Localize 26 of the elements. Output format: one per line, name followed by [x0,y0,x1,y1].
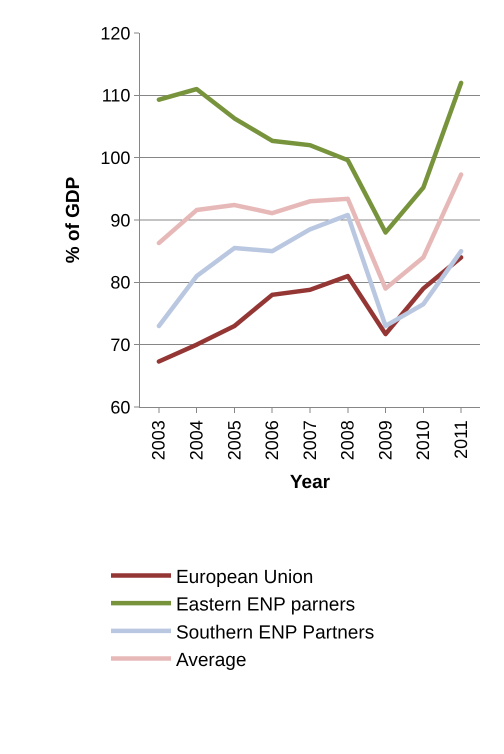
legend-label: Eastern ENP parners [176,594,356,616]
x-tick-label: 2005 [224,420,244,460]
x-tick-label: 2009 [375,420,396,460]
legend-label: European Union [176,566,314,588]
x-tick-label: 2010 [413,420,434,460]
line-series [156,212,464,328]
y-tick-label: 90 [110,210,130,230]
line-series [156,80,464,235]
x-axis-title: Year [290,472,331,494]
line-series [156,255,464,364]
legend-label: Southern ENP Partners [176,622,374,644]
y-tick-label: 100 [100,148,130,168]
y-tick-label: 60 [110,397,130,418]
line-series [156,172,464,291]
legend-label: Average [176,650,246,671]
y-axis-title: % of GDP [63,176,84,264]
y-tick-label: 120 [100,23,130,44]
y-tick-label: 80 [110,272,130,293]
x-tick-label: 2006 [262,420,282,460]
x-tick-label: 2011 [450,420,471,459]
x-tick-label: 2008 [338,420,358,460]
x-tick-label: 2004 [186,420,207,460]
y-tick-label: 70 [110,334,130,355]
x-tick-label: 2007 [300,420,320,460]
y-tick-label: 110 [102,86,130,106]
x-tick-label: 2003 [148,420,169,460]
